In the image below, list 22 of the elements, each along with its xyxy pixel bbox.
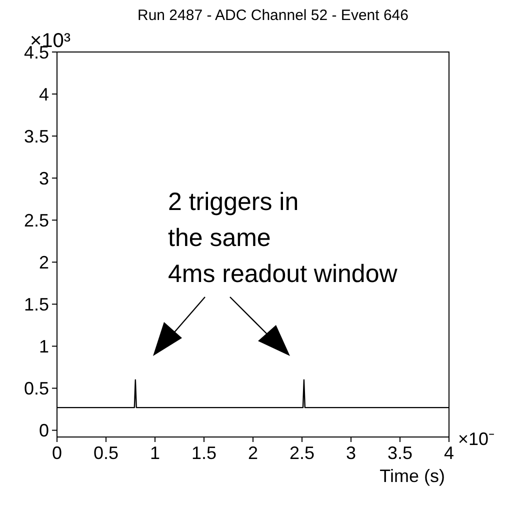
x-tick-label: 0.5 xyxy=(93,442,119,463)
y-tick-label: 2.5 xyxy=(24,210,49,231)
x-tick-label: 1.5 xyxy=(191,442,217,463)
y-tick-label: 4 xyxy=(38,84,49,104)
y-tick-label: 3.5 xyxy=(24,126,49,146)
y-tick-label: 1 xyxy=(38,336,49,357)
x-tick-label: 2 xyxy=(248,442,258,463)
x-tick-label: 1 xyxy=(150,442,160,463)
x-tick-label: 3 xyxy=(346,442,356,463)
x-tick-label: 2.5 xyxy=(289,442,315,463)
x-tick-label: 4 xyxy=(444,442,454,463)
y-tick-label: 0 xyxy=(38,420,49,441)
chart-title: Run 2487 - ADC Channel 52 - Event 646 xyxy=(137,7,409,24)
text: ×10⁻ xyxy=(458,429,495,449)
x-tick-label: 3.5 xyxy=(387,442,413,463)
annotation: 2 triggers in the same 4ms readout window xyxy=(168,188,398,288)
y-tick-label: 0.5 xyxy=(24,378,49,399)
x-tick-label: 0 xyxy=(52,442,62,463)
y-tick-label: 2 xyxy=(38,252,49,273)
y-tick-label: 3 xyxy=(38,168,49,188)
x-axis-title: Time (s) xyxy=(380,466,445,486)
y-tick-label: 1.5 xyxy=(24,294,49,315)
